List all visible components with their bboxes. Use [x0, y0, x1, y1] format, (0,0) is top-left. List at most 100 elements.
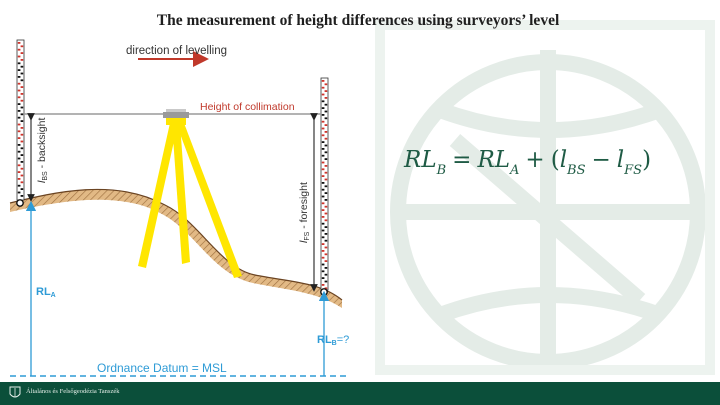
staff-graduation: [17, 130, 21, 133]
staff-graduation: [321, 93, 325, 96]
staff-graduation: [321, 114, 325, 116]
staff-graduation: [20, 45, 24, 48]
staff-b: [320, 77, 329, 291]
rl-b-label: RLB=?: [317, 334, 349, 347]
staff-graduation: [324, 165, 328, 167]
staff-graduation: [20, 147, 24, 150]
staff-graduation: [321, 161, 325, 164]
staff-graduation: [17, 110, 21, 112]
staff-graduation: [324, 137, 328, 140]
staff-graduation: [321, 195, 325, 198]
staff-graduation: [324, 124, 328, 126]
footer-text: Általános és Felsőgeodézia Tanszék: [26, 388, 120, 395]
staff-graduation: [321, 86, 325, 89]
staff-graduation: [321, 229, 325, 232]
staff-graduation: [321, 127, 325, 130]
levelling-diagram: direction of levelling Height of collima…: [9, 39, 349, 377]
staff-graduation: [20, 106, 24, 109]
staff-graduation: [324, 280, 328, 283]
staff-graduation: [324, 233, 328, 235]
staff-graduation: [321, 154, 325, 157]
staff-graduation: [20, 59, 24, 61]
ground-hatching: [10, 189, 342, 308]
point-b-marker: [320, 288, 328, 296]
staff-graduation: [20, 79, 24, 82]
staff-graduation: [324, 192, 328, 194]
staff-graduation: [17, 191, 21, 194]
point-a-marker: [16, 199, 24, 207]
level-instrument: [163, 109, 189, 118]
staff-graduation: [321, 222, 325, 225]
staff-graduation: [321, 202, 325, 205]
staff-graduation: [324, 212, 328, 215]
staff-graduation: [324, 83, 328, 86]
staff-graduation: [324, 226, 328, 228]
staff-graduation: [321, 236, 325, 239]
staff-graduation: [324, 158, 328, 160]
staff-graduation: [20, 113, 24, 116]
staff-graduation: [20, 99, 24, 102]
direction-label: direction of levelling: [126, 45, 227, 57]
staff-graduation: [324, 185, 328, 188]
staff-graduation: [321, 182, 325, 184]
staff-graduation: [321, 284, 325, 286]
staff-graduation: [324, 287, 328, 290]
staff-graduation: [20, 52, 24, 54]
level-tripod: [138, 118, 242, 278]
staff-graduation: [17, 144, 21, 146]
staff-graduation: [20, 195, 24, 197]
staff-graduation: [17, 55, 21, 58]
staff-graduation: [324, 144, 328, 147]
staff-graduation: [17, 178, 21, 180]
staff-graduation: [321, 100, 325, 103]
staff-graduation: [321, 148, 325, 150]
staff-graduation: [324, 219, 328, 222]
staff-graduation: [324, 97, 328, 99]
staff-graduation: [321, 277, 325, 279]
staff-graduation: [17, 137, 21, 139]
staff-graduation: [17, 116, 21, 119]
staff-graduation: [17, 76, 21, 78]
staff-graduation: [324, 178, 328, 181]
staff-graduation: [17, 89, 21, 92]
foresight-label: lFS - foresight: [298, 182, 311, 243]
staff-graduation: [324, 131, 328, 133]
staff-graduation: [17, 123, 21, 126]
ground-surface: [10, 189, 342, 308]
staff-graduation: [321, 134, 325, 137]
staff-graduation: [324, 110, 328, 113]
staff-graduation: [17, 164, 21, 167]
staff-graduation: [321, 216, 325, 218]
staff-graduation: [321, 107, 325, 109]
staff-graduation: [321, 243, 325, 245]
staff-graduation: [20, 154, 24, 156]
staff-graduation: [324, 199, 328, 201]
staff-graduation: [20, 120, 24, 122]
staff-graduation: [17, 96, 21, 99]
formula: RLB = RLA + (lBS − lFS): [404, 147, 652, 178]
staff-graduation: [321, 168, 325, 171]
staff-graduation: [324, 246, 328, 249]
staff-graduation: [324, 103, 328, 106]
rl-a-label: RLA: [36, 286, 56, 299]
staff-graduation: [321, 80, 325, 82]
staff-graduation: [17, 42, 21, 44]
university-logo-icon: [9, 386, 21, 398]
staff-a: [16, 39, 25, 201]
staff-graduation: [17, 103, 21, 105]
staff-graduation: [324, 90, 328, 92]
staff-graduation: [17, 69, 21, 71]
staff-graduation: [324, 260, 328, 262]
staff-graduation: [321, 270, 325, 273]
staff-graduation: [321, 263, 325, 266]
staff-graduation: [321, 209, 325, 211]
staff-graduation: [17, 171, 21, 173]
footer-bar: Általános és Felsőgeodézia Tanszék: [0, 382, 720, 405]
staff-graduation: [324, 273, 328, 276]
staff-graduation: [321, 175, 325, 177]
staff-graduation: [17, 150, 21, 153]
staff-graduation: [20, 174, 24, 177]
staff-graduation: [17, 184, 21, 187]
staff-graduation: [20, 93, 24, 95]
